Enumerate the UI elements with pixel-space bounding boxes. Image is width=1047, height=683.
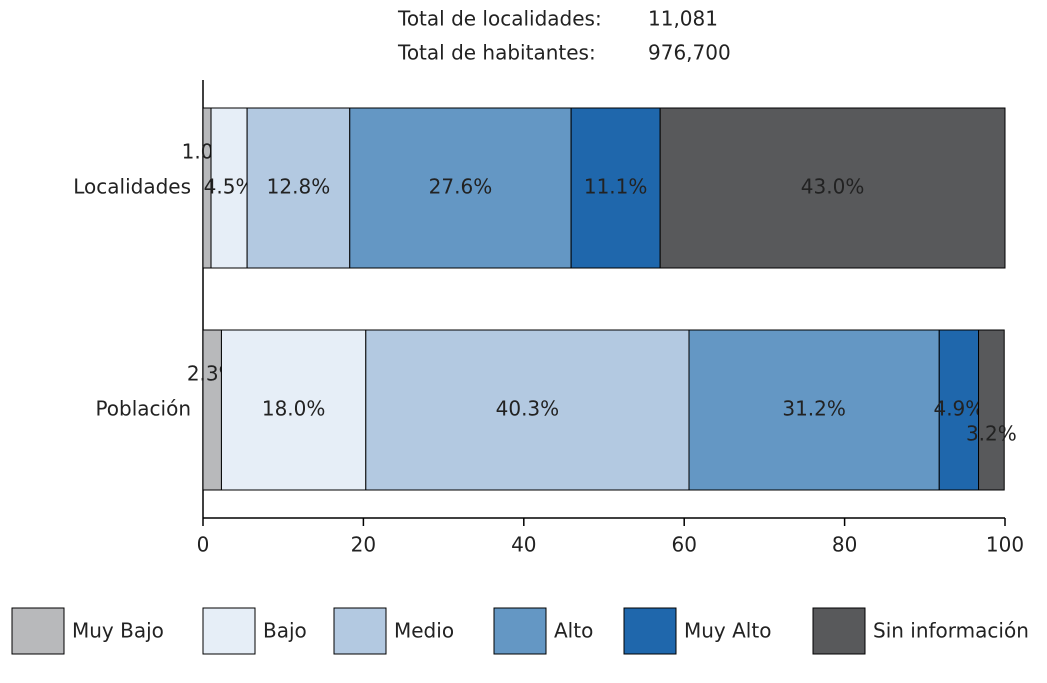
data-label: 4.5% (204, 175, 255, 199)
bar-segment (978, 329, 1005, 491)
data-label: 4.9% (933, 397, 984, 421)
data-label: 27.6% (429, 175, 493, 199)
data-label: 3.2% (966, 422, 1017, 446)
x-tick-label: 20 (351, 533, 376, 557)
data-label: 40.3% (496, 397, 560, 421)
legend-label: Muy Alto (684, 619, 771, 643)
data-label: 31.2% (782, 397, 846, 421)
legend-swatch (333, 607, 387, 655)
legend-swatch (812, 607, 866, 655)
annotation-value: 976,700 (648, 41, 731, 65)
legend-label: Medio (394, 619, 454, 643)
bar-segment (349, 107, 572, 269)
data-label: 11.1% (584, 175, 648, 199)
bar-segment (570, 107, 661, 269)
data-label: 43.0% (801, 175, 865, 199)
bar-segment (210, 107, 248, 269)
legend-label: Sin información (873, 619, 1029, 643)
legend-label: Bajo (263, 619, 307, 643)
legend-label: Alto (554, 619, 593, 643)
bar-segment (659, 107, 1006, 269)
y-tick-label: Población (95, 397, 191, 421)
bar-segment (688, 329, 940, 491)
legend-swatch (493, 607, 547, 655)
legend-swatch (623, 607, 677, 655)
x-tick-label: 80 (832, 533, 857, 557)
legend-label: Muy Bajo (72, 619, 164, 643)
data-label: 18.0% (262, 397, 326, 421)
x-tick-label: 60 (671, 533, 696, 557)
bar-segment (246, 107, 351, 269)
bar-segment (202, 329, 222, 491)
legend-swatch (11, 607, 65, 655)
x-tick-label: 40 (511, 533, 536, 557)
bar-segment (365, 329, 690, 491)
legend-swatch (202, 607, 256, 655)
x-tick-label: 100 (986, 533, 1024, 557)
y-tick-label: Localidades (73, 175, 191, 199)
annotation-value: 11,081 (648, 7, 718, 31)
bar-segment (220, 329, 367, 491)
bar-segment (938, 329, 980, 491)
annotation-label: Total de localidades: (397, 7, 602, 31)
x-tick-label: 0 (197, 533, 210, 557)
annotation-label: Total de habitantes: (397, 41, 596, 65)
data-label: 12.8% (267, 175, 331, 199)
